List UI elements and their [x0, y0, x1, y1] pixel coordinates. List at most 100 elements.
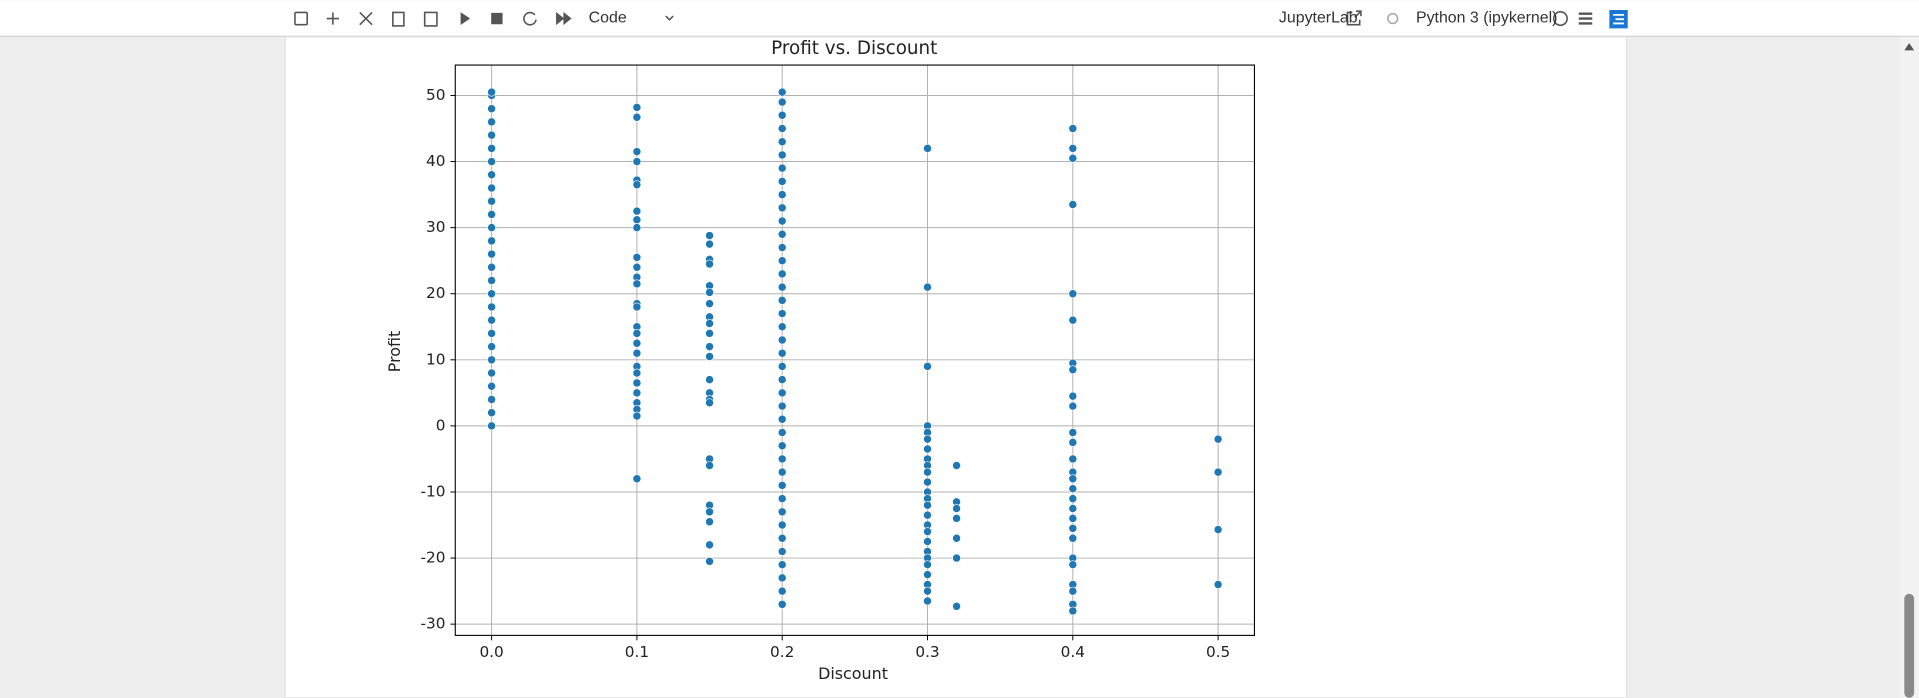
point	[632, 262, 642, 272]
point	[487, 157, 496, 166]
cell-type-dropdown-arrow[interactable]	[665, 15, 674, 21]
property-inspector-icon	[1613, 13, 1625, 25]
scrollbar[interactable]	[1899, 36, 1919, 698]
insert-button[interactable]	[326, 12, 340, 25]
point	[777, 137, 787, 147]
debugger-icon[interactable]	[1387, 12, 1399, 25]
point	[632, 348, 642, 358]
point	[923, 282, 932, 292]
copy-button[interactable]	[392, 11, 405, 27]
point	[777, 586, 787, 596]
cut-button[interactable]	[359, 11, 373, 26]
point	[705, 329, 714, 338]
point	[777, 282, 787, 292]
point	[777, 441, 787, 451]
point	[1068, 124, 1078, 133]
point	[923, 143, 932, 153]
scroll-up-arrow[interactable]	[1904, 43, 1915, 51]
point	[1068, 438, 1078, 447]
point	[777, 507, 787, 517]
point	[923, 500, 932, 510]
point	[952, 553, 961, 563]
point	[487, 342, 496, 351]
point	[952, 504, 961, 513]
point	[632, 180, 642, 190]
point	[777, 335, 787, 345]
scrollbar-thumb[interactable]	[1904, 593, 1915, 698]
point	[487, 276, 496, 285]
point	[632, 329, 642, 338]
stop-button[interactable]	[491, 12, 503, 25]
point	[1068, 401, 1078, 411]
point	[1068, 494, 1078, 503]
point	[1213, 525, 1223, 534]
point	[632, 223, 642, 232]
plot-frame	[454, 64, 1255, 636]
kernel-name[interactable]: Python 3 (ipykernel)	[1416, 10, 1557, 27]
point	[632, 378, 642, 388]
point	[1068, 200, 1078, 209]
restart-button[interactable]	[523, 11, 537, 26]
cell-type-dropdown[interactable]: Code	[589, 10, 627, 27]
point	[487, 87, 496, 97]
save-button[interactable]	[294, 11, 308, 26]
point	[777, 481, 787, 490]
point	[632, 147, 642, 156]
point	[952, 461, 961, 470]
y-tick-label: -20	[421, 549, 446, 567]
point	[777, 124, 787, 133]
point	[952, 601, 961, 611]
point	[632, 388, 642, 398]
point	[487, 395, 496, 404]
point	[923, 362, 932, 371]
point	[777, 362, 787, 371]
point	[1068, 586, 1078, 596]
point	[777, 322, 787, 332]
point	[487, 329, 496, 338]
point	[705, 288, 714, 297]
menu-button[interactable]	[1578, 12, 1593, 25]
x-tick-label: 0.4	[1061, 643, 1085, 661]
point	[777, 110, 787, 120]
point	[705, 299, 714, 308]
point	[487, 262, 496, 272]
point	[705, 507, 714, 517]
point	[487, 104, 496, 114]
point	[777, 401, 787, 411]
point	[1068, 289, 1078, 299]
point	[632, 368, 642, 378]
point	[705, 352, 714, 361]
point	[632, 112, 642, 122]
chart: Profit vs. Discount Discount Profit 0.0 0…	[385, 38, 1255, 683]
point	[1068, 143, 1078, 153]
point	[1213, 467, 1223, 477]
paste-button[interactable]	[423, 11, 438, 27]
open-jupyterlab-icon[interactable]	[1346, 10, 1362, 26]
point	[705, 517, 714, 527]
run-button[interactable]	[460, 12, 471, 25]
y-tick-label: 50	[426, 86, 445, 104]
point	[487, 210, 496, 219]
point	[1068, 474, 1078, 484]
point	[487, 117, 496, 127]
point	[705, 231, 714, 240]
y-tick-label: 40	[426, 152, 445, 170]
point	[777, 428, 787, 437]
points	[487, 87, 1223, 616]
point	[952, 514, 961, 523]
point	[487, 368, 496, 378]
run-all-button[interactable]	[556, 12, 572, 26]
point	[705, 342, 714, 351]
point	[923, 560, 932, 570]
point	[487, 408, 496, 418]
point	[777, 375, 787, 384]
point	[777, 520, 787, 530]
point	[705, 540, 714, 550]
toolbar	[0, 0, 1919, 36]
point	[487, 183, 496, 193]
jupyterlab-link[interactable]: JupyterLab	[1279, 10, 1358, 27]
point	[1068, 504, 1078, 513]
point	[632, 411, 642, 421]
point	[1068, 315, 1078, 325]
